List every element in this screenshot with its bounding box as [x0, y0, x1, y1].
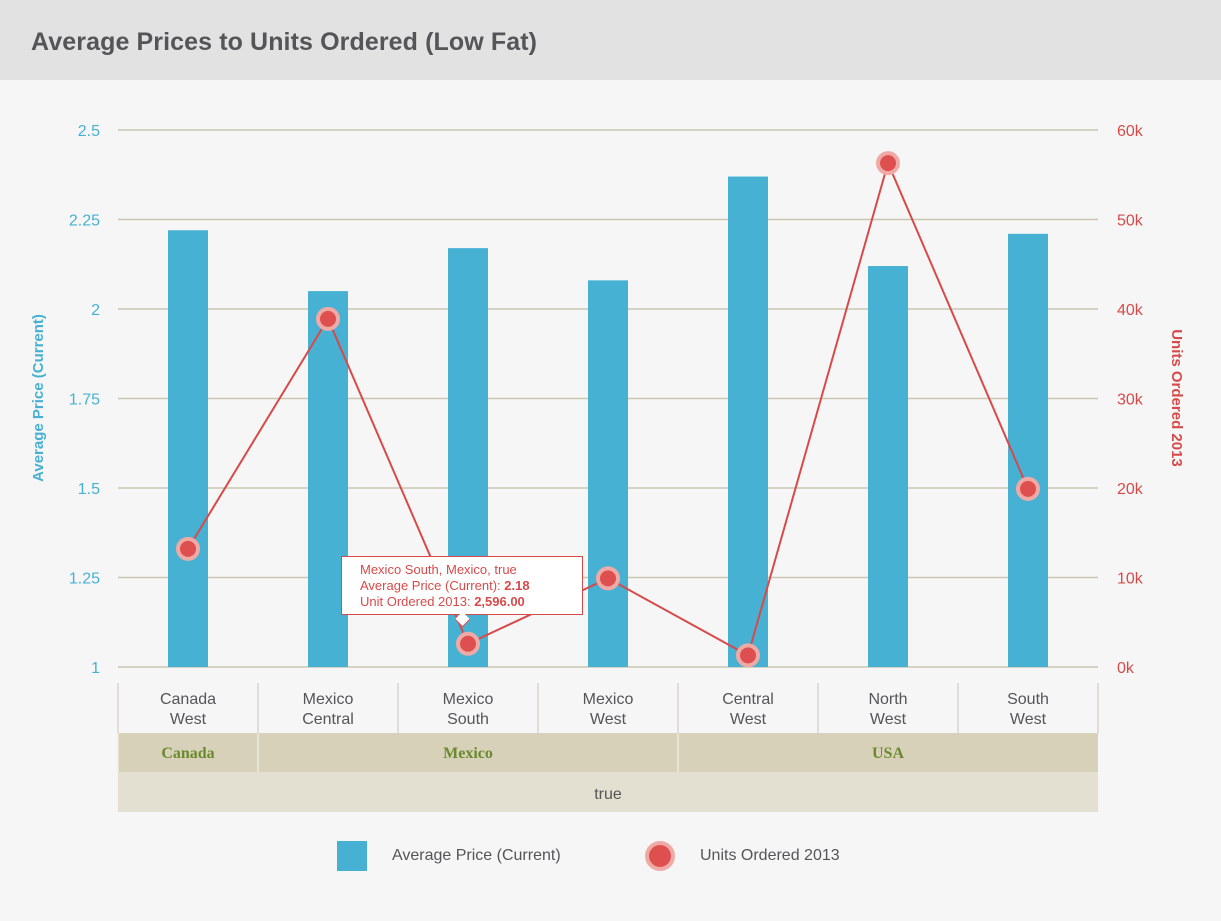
tooltip-price-label: Average Price (Current):: [360, 578, 505, 593]
data-point[interactable]: [1016, 476, 1040, 501]
legend-label-units: Units Ordered 2013: [700, 847, 840, 864]
right-tick-label: 10k: [1117, 571, 1144, 588]
legend-dot-swatch: [645, 841, 675, 871]
category-label-line1: Mexico: [443, 691, 494, 708]
right-tick-label: 30k: [1117, 392, 1144, 409]
data-point[interactable]: [736, 643, 760, 668]
group-label: USA: [872, 745, 904, 762]
right-tick-label: 40k: [1117, 302, 1144, 319]
category-label-line1: South: [1007, 691, 1049, 708]
outer-group-label: true: [594, 786, 622, 803]
left-tick-label: 2: [91, 302, 100, 319]
left-axis-label: Average Price (Current): [30, 314, 47, 482]
category-label-line1: North: [868, 691, 907, 708]
category-label-line1: Canada: [160, 691, 216, 708]
left-tick-label: 2.25: [69, 213, 100, 230]
left-tick-label: 1.75: [69, 392, 100, 409]
right-axis-ticks: 0k 10k 20k 30k 40k 50k 60k: [1117, 123, 1144, 677]
category-label-line2: West: [870, 711, 907, 728]
category-label-line2: West: [590, 711, 627, 728]
data-point[interactable]: [316, 306, 340, 331]
category-label-line2: West: [170, 711, 207, 728]
bar[interactable]: [728, 176, 768, 668]
legend-bar-swatch: [337, 841, 367, 871]
group-label: Canada: [161, 745, 214, 762]
bar-series: [168, 176, 1048, 668]
tooltip-price-value: 2.18: [504, 578, 530, 593]
data-point[interactable]: [456, 631, 480, 656]
group-band: [118, 733, 1098, 772]
left-tick-label: 1.5: [78, 481, 100, 498]
category-label-line1: Mexico: [303, 691, 354, 708]
group-label: Mexico: [443, 745, 493, 762]
bar[interactable]: [168, 230, 208, 668]
right-tick-label: 0k: [1117, 660, 1135, 677]
category-label-line2: West: [730, 711, 767, 728]
right-tick-label: 20k: [1117, 481, 1144, 498]
right-tick-label: 50k: [1117, 213, 1144, 230]
left-tick-label: 1: [91, 660, 100, 677]
tooltip-units-value: 2,596.00: [474, 594, 525, 609]
chart-title: Average Prices to Units Ordered (Low Fat…: [31, 28, 538, 56]
legend-item-price[interactable]: Average Price (Current): [337, 841, 561, 871]
bar[interactable]: [868, 266, 908, 667]
right-axis-label: Units Ordered 2013: [1168, 329, 1185, 467]
data-point[interactable]: [176, 536, 200, 561]
tooltip-title: Mexico South, Mexico, true: [360, 562, 517, 577]
legend-label-price: Average Price (Current): [392, 847, 561, 864]
category-label-line2: Central: [302, 711, 354, 728]
category-label-line2: South: [447, 711, 489, 728]
category-axis: true Canada Mexico USA Canada West Mexico Centr…: [117, 683, 1099, 812]
category-label-line1: Mexico: [583, 691, 634, 708]
data-point[interactable]: [876, 151, 900, 176]
data-point[interactable]: [596, 566, 620, 591]
legend-item-units[interactable]: Units Ordered 2013: [645, 841, 840, 871]
chart-header: Average Prices to Units Ordered (Low Fat…: [0, 0, 1221, 80]
tooltip-units-label: Unit Ordered 2013:: [360, 594, 475, 609]
category-label-line1: Central: [722, 691, 774, 708]
left-axis-ticks: 1 1.25 1.5 1.75 2 2.25 2.5: [69, 123, 100, 677]
outer-group-band: [118, 772, 1098, 812]
category-label-line2: West: [1010, 711, 1047, 728]
left-tick-label: 1.25: [69, 571, 100, 588]
right-tick-label: 60k: [1117, 123, 1144, 140]
left-tick-label: 2.5: [78, 123, 100, 140]
bar[interactable]: [588, 280, 628, 667]
bar[interactable]: [1008, 233, 1048, 667]
line-series: [176, 151, 1040, 668]
tooltip: Mexico South, Mexico, true Average Price…: [341, 556, 583, 628]
